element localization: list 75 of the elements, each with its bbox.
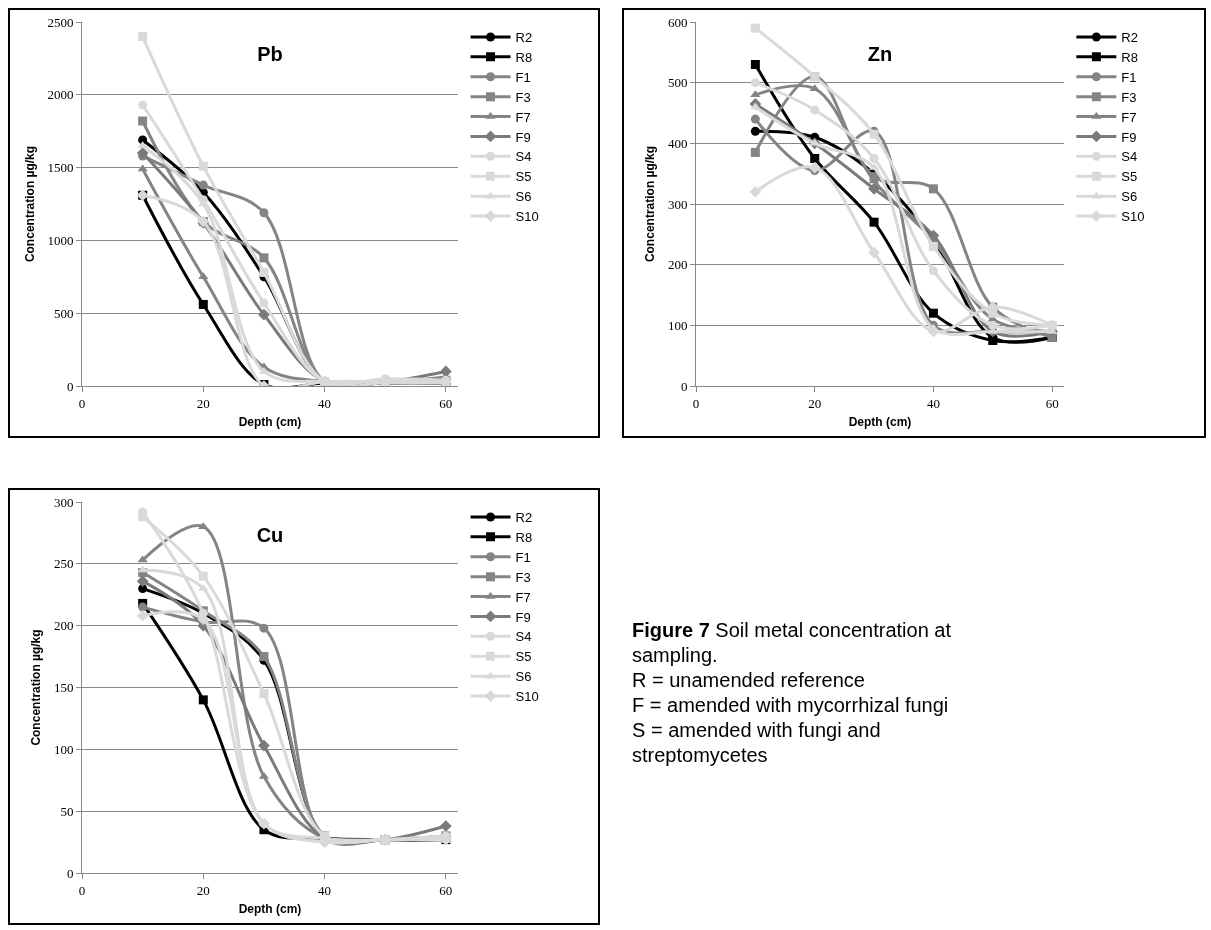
x-tick-label: 40 bbox=[318, 882, 332, 898]
x-tick-label: 40 bbox=[926, 395, 940, 411]
text: Figure 7 bbox=[632, 619, 710, 641]
legend-label: S6 bbox=[1121, 189, 1138, 205]
legend-label: F9 bbox=[1121, 129, 1137, 145]
y-axis-title: Concentration µg/kg bbox=[22, 145, 37, 263]
legend-label: S10 bbox=[515, 689, 539, 705]
y-tick-label: 500 bbox=[667, 75, 688, 91]
legend-label: F1 bbox=[515, 549, 531, 565]
y-tick-label: 150 bbox=[53, 680, 74, 696]
y-tick-label: 400 bbox=[667, 135, 688, 151]
legend-label: F9 bbox=[515, 609, 531, 625]
x-tick-label: 20 bbox=[196, 395, 210, 411]
y-axis-title: Concentration µg/kg bbox=[29, 629, 44, 746]
y-tick-label: 50 bbox=[60, 803, 74, 819]
legend-label: S5 bbox=[1121, 169, 1138, 185]
legend-label: F9 bbox=[515, 129, 531, 145]
legend-label: R2 bbox=[515, 30, 533, 46]
text: S = amended with fungi and streptomycetes bbox=[632, 719, 881, 766]
y-tick-label: 200 bbox=[667, 257, 688, 273]
legend-label: S10 bbox=[1121, 209, 1145, 225]
y-tick-label: 0 bbox=[66, 378, 74, 394]
legend-label: S4 bbox=[1121, 149, 1138, 165]
legend-label: R2 bbox=[515, 510, 533, 526]
y-tick-label: 200 bbox=[53, 618, 74, 634]
text: Pb bbox=[257, 43, 283, 66]
y-tick-label: 0 bbox=[66, 865, 74, 881]
x-tick-label: 60 bbox=[439, 882, 453, 898]
legend-label: S10 bbox=[515, 209, 539, 225]
legend-label: S5 bbox=[515, 649, 532, 665]
x-tick-label: 20 bbox=[808, 395, 822, 411]
y-tick-label: 0 bbox=[680, 378, 688, 394]
legend-label: S4 bbox=[515, 629, 532, 645]
y-tick-label: 2500 bbox=[47, 14, 74, 30]
x-axis-title: Depth (cm) bbox=[238, 415, 302, 430]
legend-label: F7 bbox=[515, 109, 531, 125]
text: Zn bbox=[867, 43, 893, 66]
legend-label: R2 bbox=[1121, 30, 1138, 46]
legend-label: F1 bbox=[515, 69, 531, 85]
legend-label: S5 bbox=[515, 169, 532, 185]
x-tick-label: 20 bbox=[196, 882, 210, 898]
legend-label: S4 bbox=[515, 149, 532, 165]
x-tick-label: 60 bbox=[439, 395, 453, 411]
x-tick-label: 60 bbox=[1045, 395, 1059, 411]
y-tick-label: 600 bbox=[667, 14, 688, 30]
y-tick-label: 2000 bbox=[47, 87, 74, 103]
legend-label: F3 bbox=[1121, 89, 1137, 105]
x-axis-title: Depth (cm) bbox=[848, 415, 912, 430]
legend-label: R8 bbox=[515, 529, 533, 545]
legend-label: F3 bbox=[515, 89, 531, 105]
legend-label: F1 bbox=[1121, 69, 1137, 85]
legend-label: S6 bbox=[515, 189, 532, 205]
x-tick-label: 40 bbox=[318, 395, 332, 411]
y-tick-label: 300 bbox=[667, 196, 688, 212]
legend-label: R8 bbox=[515, 49, 533, 65]
x-axis-title: Depth (cm) bbox=[238, 902, 302, 917]
legend-label: F7 bbox=[1121, 109, 1137, 125]
text: Cu bbox=[256, 523, 284, 546]
legend-label: F7 bbox=[515, 589, 531, 605]
y-tick-label: 500 bbox=[53, 305, 74, 321]
legend-label: R8 bbox=[1121, 49, 1138, 65]
legend-label: S6 bbox=[515, 669, 532, 685]
y-axis-title: Concentration µg/kg bbox=[643, 145, 658, 263]
y-tick-label: 250 bbox=[53, 556, 74, 572]
legend-label: F3 bbox=[515, 569, 531, 585]
y-tick-label: 300 bbox=[53, 494, 74, 510]
text: F = amended with mycorrhizal fungi bbox=[632, 694, 949, 716]
y-tick-label: 1500 bbox=[47, 160, 74, 176]
x-tick-label: 0 bbox=[78, 882, 86, 898]
x-tick-label: 0 bbox=[692, 395, 700, 411]
text: R = unamended reference bbox=[632, 669, 865, 691]
y-tick-label: 1000 bbox=[47, 232, 74, 248]
y-tick-label: 100 bbox=[53, 741, 74, 757]
x-tick-label: 0 bbox=[78, 395, 86, 411]
y-tick-label: 100 bbox=[667, 317, 688, 333]
